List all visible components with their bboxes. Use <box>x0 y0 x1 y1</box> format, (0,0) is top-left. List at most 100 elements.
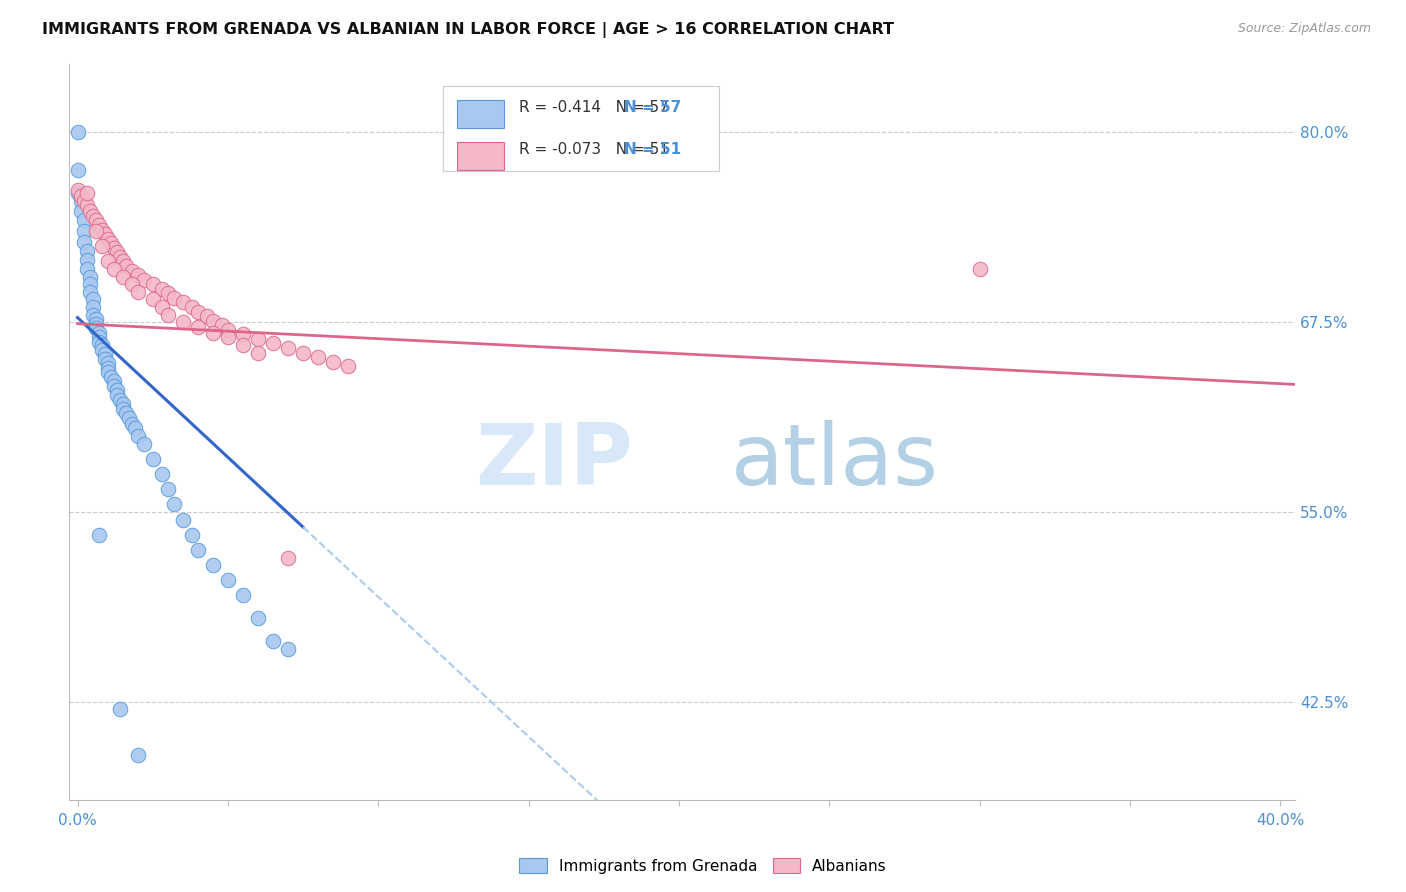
Point <box>132 273 155 287</box>
Point <box>156 308 179 322</box>
Point <box>103 375 125 389</box>
Point <box>105 388 128 402</box>
Text: ZIP: ZIP <box>475 420 633 503</box>
Point <box>76 186 98 200</box>
Point <box>69 189 91 203</box>
FancyBboxPatch shape <box>457 100 505 128</box>
Point <box>97 232 120 246</box>
Point <box>87 330 110 344</box>
Point <box>72 194 94 208</box>
Point <box>108 250 131 264</box>
Point <box>172 315 194 329</box>
Point <box>262 634 284 648</box>
Point <box>84 224 107 238</box>
Point <box>82 308 104 322</box>
Legend: Immigrants from Grenada, Albanians: Immigrants from Grenada, Albanians <box>513 852 893 880</box>
Point <box>156 286 179 301</box>
Point <box>292 345 315 359</box>
Point <box>111 401 134 416</box>
Point <box>150 300 173 314</box>
Text: N = 51: N = 51 <box>624 142 682 157</box>
Point <box>72 235 94 249</box>
Point <box>307 350 329 364</box>
Point <box>97 356 120 370</box>
Point <box>82 300 104 314</box>
Point <box>84 312 107 326</box>
Point <box>111 269 134 284</box>
Point <box>76 198 98 212</box>
Point <box>76 244 98 258</box>
Point <box>246 332 269 346</box>
Point <box>90 343 112 357</box>
Point <box>90 239 112 253</box>
Point <box>97 365 120 379</box>
Point <box>111 397 134 411</box>
Point <box>127 747 149 762</box>
Point <box>172 512 194 526</box>
Point <box>217 574 239 588</box>
Point <box>195 309 218 323</box>
Point <box>232 338 254 352</box>
Point <box>108 702 131 716</box>
Point <box>121 263 143 277</box>
Point <box>150 282 173 296</box>
Point <box>79 285 101 299</box>
Point <box>142 293 165 307</box>
Point <box>76 262 98 277</box>
Point <box>163 291 186 305</box>
Text: R = -0.073   N = 51: R = -0.073 N = 51 <box>519 142 669 157</box>
Text: atlas: atlas <box>731 420 939 503</box>
Point <box>277 341 299 355</box>
FancyBboxPatch shape <box>457 142 505 170</box>
Point <box>87 326 110 340</box>
Point <box>163 497 186 511</box>
Point <box>79 277 101 292</box>
Point <box>72 213 94 227</box>
Point <box>84 321 107 335</box>
Point <box>127 285 149 299</box>
Point <box>180 300 202 314</box>
Point <box>100 236 122 251</box>
Point <box>87 334 110 349</box>
Point <box>201 313 224 327</box>
Text: R = -0.414   N = 57: R = -0.414 N = 57 <box>519 100 669 115</box>
Point <box>84 317 107 331</box>
Point <box>180 527 202 541</box>
Point <box>82 209 104 223</box>
Point <box>232 589 254 603</box>
Text: N = 57: N = 57 <box>624 100 682 115</box>
Point <box>79 204 101 219</box>
Point <box>103 379 125 393</box>
Point <box>142 277 165 292</box>
Point <box>100 369 122 384</box>
Point <box>187 543 209 558</box>
Point <box>211 318 233 333</box>
Point <box>277 550 299 565</box>
Point <box>87 527 110 541</box>
Point <box>66 163 89 178</box>
Point <box>103 241 125 255</box>
Point <box>262 336 284 351</box>
Point <box>156 482 179 496</box>
Point <box>108 392 131 407</box>
Point <box>121 277 143 292</box>
Point <box>322 354 344 368</box>
Point <box>969 262 991 277</box>
Point <box>103 262 125 277</box>
Point <box>172 295 194 310</box>
Point <box>97 360 120 375</box>
Point <box>93 347 115 361</box>
Point <box>127 429 149 443</box>
Point <box>277 641 299 656</box>
Point <box>90 222 112 236</box>
Point <box>118 410 141 425</box>
Point <box>201 558 224 573</box>
Point <box>93 351 115 366</box>
Point <box>69 204 91 219</box>
Point <box>105 384 128 398</box>
FancyBboxPatch shape <box>443 87 718 171</box>
Point <box>121 417 143 431</box>
Point <box>246 611 269 625</box>
Point <box>66 125 89 139</box>
Point <box>87 218 110 232</box>
